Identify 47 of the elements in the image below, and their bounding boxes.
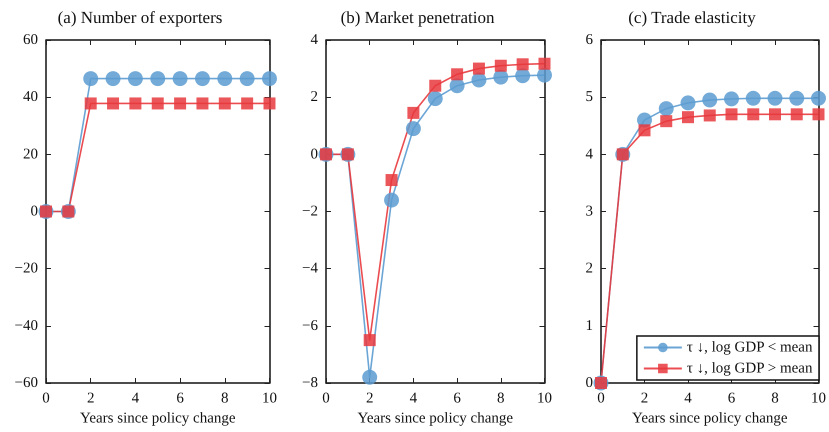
x-tick-label: 10 [262, 390, 277, 406]
y-tick-label: −60 [14, 375, 38, 391]
chart-title: (b) Market penetration [340, 8, 495, 27]
y-tick-label: 5 [586, 89, 593, 106]
x-tick-label: 6 [453, 390, 462, 406]
x-tick-label: 0 [42, 390, 50, 406]
x-tick-label: 2 [366, 390, 374, 406]
y-tick-label: −40 [14, 318, 38, 334]
y-tick-label: 4 [586, 146, 594, 162]
x-tick-label: 4 [684, 390, 692, 406]
legend-label: τ ↓, log GDP < mean [686, 340, 813, 356]
y-tick-label: 0 [310, 146, 318, 162]
y-tick-label: −2 [302, 204, 318, 220]
y-tick-label: 2 [586, 260, 593, 277]
y-tick-label: 2 [310, 89, 318, 106]
y-tick-label: 6 [586, 32, 594, 48]
x-tick-label: 4 [410, 390, 418, 406]
chart-title: (a) Number of exporters [58, 8, 222, 27]
x-tick-label: 8 [497, 390, 505, 406]
y-tick-label: 60 [23, 32, 38, 48]
y-tick-label: −6 [302, 318, 318, 334]
y-tick-label: 20 [23, 146, 38, 162]
x-tick-label: 2 [86, 390, 94, 406]
chart-title: (c) Trade elasticity [628, 8, 756, 27]
x-tick-label: 8 [771, 390, 779, 406]
y-tick-label: 40 [23, 89, 38, 106]
x-tick-label: 0 [322, 390, 330, 406]
y-tick-label: −4 [302, 260, 318, 277]
y-tick-label: 3 [586, 204, 593, 220]
y-tick-label: 0 [30, 204, 38, 220]
x-axis-title: Years since policy change [632, 410, 788, 426]
y-tick-label: 4 [310, 32, 318, 48]
y-tick-label: 0 [586, 375, 593, 391]
y-tick-label: 1 [586, 318, 593, 334]
x-tick-label: 6 [176, 390, 184, 406]
x-tick-label: 10 [537, 390, 552, 406]
x-tick-label: 8 [221, 390, 229, 406]
x-tick-label: 2 [640, 390, 648, 406]
y-tick-label: −20 [14, 260, 38, 277]
y-tick-label: −8 [302, 375, 318, 391]
x-tick-label: 0 [597, 390, 605, 406]
legend-label: τ ↓, log GDP > mean [686, 360, 813, 376]
x-tick-label: 10 [811, 390, 826, 406]
x-tick-label: 4 [132, 390, 140, 406]
x-tick-label: 6 [728, 390, 736, 406]
x-axis-title: Years since policy change [80, 410, 236, 426]
x-axis-title: Years since policy change [357, 410, 514, 426]
